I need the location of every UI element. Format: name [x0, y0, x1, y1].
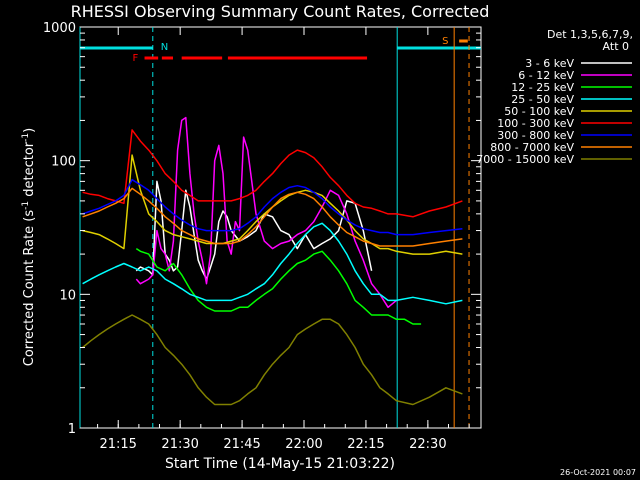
- series-line-7: [82, 187, 463, 247]
- x-axis-label: Start Time (14-May-15 21:03:22): [165, 456, 395, 472]
- legend-label-4: 50 - 100 keV: [504, 105, 574, 118]
- axes-layer: 21:15 21:30 21:45 22:00 22:15 22:30 1 10 100 1000: [43, 21, 481, 452]
- series-line-3: [82, 222, 463, 305]
- y-tick-label: 1000: [43, 21, 76, 36]
- legend-label-2: 12 - 25 keV: [511, 81, 574, 94]
- legend-label-0: 3 - 6 keV: [525, 57, 574, 70]
- x-tick-label: 22:15: [347, 437, 384, 452]
- x-tick-label: 21:45: [223, 437, 260, 452]
- legend-label-7: 800 - 7000 keV: [490, 141, 574, 154]
- flags-layer: N S F: [79, 27, 481, 428]
- y-axis-label-sup1: -1: [21, 201, 31, 210]
- series-line-5: [82, 129, 463, 218]
- series-line-2: [135, 247, 422, 325]
- series-layer: [82, 116, 463, 406]
- y-axis-label-mid: detector: [22, 141, 37, 201]
- x-tick-label: 22:00: [285, 437, 322, 452]
- flare-flag-label: F: [133, 53, 139, 64]
- x-tick-label: 21:15: [99, 437, 136, 452]
- series-line-8: [82, 314, 463, 406]
- y-axis-label-sup2: -1: [21, 133, 31, 142]
- legend-label-6: 300 - 800 keV: [497, 129, 574, 142]
- series-line-0: [135, 180, 373, 280]
- legend-label-8: 7000 - 15000 keV: [476, 153, 574, 166]
- series-line-1: [135, 116, 397, 309]
- y-axis-label-main: Corrected Count Rate (s: [22, 210, 37, 367]
- y-axis-label-end: ): [22, 128, 37, 133]
- saa-flag-label: S: [442, 36, 448, 47]
- legend-header-line2: Att 0: [603, 40, 629, 53]
- chart-title: RHESSI Observing Summary Count Rates, Co…: [71, 2, 490, 21]
- legend-header-line1: Det 1,3,5,6,7,9,: [547, 28, 633, 41]
- legend-label-3: 25 - 50 keV: [511, 93, 574, 106]
- y-tick-label: 100: [51, 155, 76, 170]
- night-flag-label: N: [161, 42, 168, 53]
- x-tick-label: 22:30: [409, 437, 446, 452]
- legend-label-5: 100 - 300 keV: [497, 117, 574, 130]
- timestamp: 26-Oct-2021 00:07: [560, 468, 636, 477]
- legend-label-1: 6 - 12 keV: [518, 69, 574, 82]
- y-tick-label: 1: [68, 422, 76, 437]
- y-tick-label: 10: [59, 288, 76, 303]
- x-tick-label: 21:30: [161, 437, 198, 452]
- series-line-6: [82, 178, 463, 236]
- y-axis-label: Corrected Count Rate (s-1 detector-1): [21, 128, 37, 366]
